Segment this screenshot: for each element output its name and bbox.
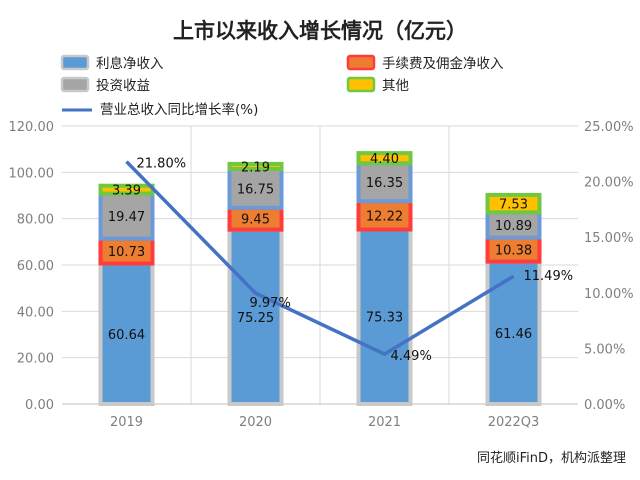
growth-point-label: 4.49% <box>391 349 432 364</box>
bar-segment <box>485 192 542 215</box>
legend-label-2: 手续费及佣金净收入 <box>382 56 504 72</box>
bar-value-label: 2.19 <box>241 160 270 175</box>
legend-swatch-1 <box>60 54 90 71</box>
growth-point-label: 9.97% <box>250 296 291 311</box>
bar-segment <box>227 161 284 171</box>
y-left-tick-label: 120.00 <box>9 120 55 135</box>
bar-value-label: 12.22 <box>366 209 403 224</box>
bar-segment <box>98 261 155 406</box>
source-note: 同花顺iFinD，机构派整理 <box>477 450 626 466</box>
legend-label-4: 其他 <box>382 78 409 94</box>
bar-value-label: 7.53 <box>499 198 528 213</box>
bar-value-label: 10.73 <box>108 245 145 260</box>
x-tick-label: 2020 <box>239 415 272 430</box>
bar-value-label: 61.46 <box>495 327 532 342</box>
legend-label-1: 利息净收入 <box>96 55 164 72</box>
growth-point-label: 11.49% <box>524 269 574 284</box>
y-axis-right: 0.00% 5.00% 10.00% 15.00% 20.00% 25.00% <box>584 120 634 413</box>
y-left-tick-label: 40.00 <box>17 305 54 320</box>
bar-value-label: 60.64 <box>108 328 145 343</box>
bar-segment <box>356 199 413 232</box>
bar-segment <box>485 210 542 240</box>
y-right-tick-label: 0.00% <box>584 398 625 413</box>
bar-value-label: 9.45 <box>241 213 270 228</box>
growth-line-path <box>125 160 515 356</box>
y-right-tick-label: 5.00% <box>584 342 625 357</box>
x-tick-label: 2019 <box>110 415 143 430</box>
y-left-tick-label: 80.00 <box>17 213 54 228</box>
y-axis-left: 0.00 20.00 40.00 60.00 80.00 100.00 120.00 <box>9 120 55 413</box>
chart-title: 上市以来收入增长情况（亿元） <box>173 19 467 43</box>
x-tick-label: 2022Q3 <box>488 415 540 430</box>
legend-label-3: 投资收益 <box>96 78 150 94</box>
bar-segment <box>356 151 413 166</box>
legend-label-line: 营业总收入同比增长率(%) <box>100 101 258 118</box>
y-right-tick-label: 15.00% <box>584 231 634 246</box>
growth-point-label: 21.80% <box>137 157 187 172</box>
y-right-tick-label: 25.00% <box>584 120 634 135</box>
bar-value-label: 19.47 <box>108 210 145 225</box>
bar-value-label: 10.38 <box>495 244 532 259</box>
bar-value-label: 16.35 <box>366 176 403 191</box>
y-left-tick-label: 100.00 <box>9 166 55 181</box>
legend-swatch-4 <box>346 76 376 93</box>
bar-segment <box>98 236 155 266</box>
y-left-tick-label: 60.00 <box>17 259 54 274</box>
bar-value-label: 75.25 <box>237 311 274 326</box>
bars: 60.64 10.73 19.47 3.39 75.25 9.45 16.75 2.19 75.… <box>98 151 542 407</box>
growth-line: 21.80% 9.97% 4.49% 11.49% <box>125 157 574 364</box>
bar-value-label: 10.89 <box>495 219 532 234</box>
legend-swatch-2 <box>346 54 376 71</box>
bar-segment <box>227 227 284 406</box>
y-left-tick-label: 0.00 <box>25 398 54 413</box>
y-left-tick-label: 20.00 <box>17 352 54 367</box>
bar-value-label: 75.33 <box>366 311 403 326</box>
bar-value-label: 3.39 <box>112 184 141 199</box>
x-axis: 2019 2020 2021 2022Q3 <box>110 415 539 430</box>
bar-value-label: 16.75 <box>237 182 274 197</box>
legend-swatch-3 <box>60 76 90 93</box>
bar-value-label: 4.40 <box>370 152 399 167</box>
x-tick-label: 2021 <box>368 415 401 430</box>
bar-segment <box>98 191 155 241</box>
y-right-tick-label: 20.00% <box>584 176 634 191</box>
y-right-tick-label: 10.00% <box>584 287 634 302</box>
